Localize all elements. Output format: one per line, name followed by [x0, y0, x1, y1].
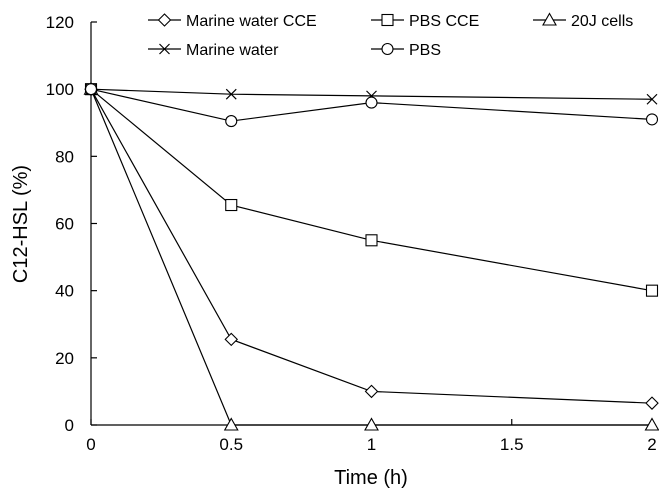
legend-item: 20J cells	[533, 12, 633, 30]
series-pbs-cce	[84, 83, 659, 297]
x-tick-label: 1.5	[500, 435, 524, 454]
data-point-square	[365, 234, 378, 247]
legend-item: Marine water CCE	[148, 13, 317, 30]
series-line-pbs-cce	[90, 88, 653, 292]
series-line-20j-cells	[90, 88, 652, 426]
data-point-triangle	[223, 417, 239, 431]
axes	[90, 22, 652, 426]
legend-item: Marine water	[148, 42, 279, 59]
y-tick-label: 60	[55, 215, 74, 234]
y-tick-label: 40	[55, 282, 74, 301]
y-tick-label: 100	[46, 80, 74, 99]
series-pbs	[84, 83, 659, 128]
y-tick-label: 120	[46, 13, 74, 32]
data-point-circle	[645, 113, 659, 126]
series-line-pbs	[90, 88, 653, 122]
x-tick-label: 2	[647, 435, 656, 454]
data-point-diamond	[364, 384, 379, 399]
data-point-circle	[84, 83, 98, 96]
series-line-marine-water	[90, 88, 653, 100]
legend-label: Marine water CCE	[186, 13, 317, 30]
data-point-circle	[225, 115, 238, 128]
y-tick-label: 20	[55, 349, 74, 368]
series-20j-cells	[83, 81, 659, 431]
legend-label: PBS CCE	[409, 13, 479, 30]
legend-marker-triangle	[542, 12, 557, 26]
legend-marker-diamond	[157, 13, 172, 27]
y-axis-ticks: 0 20 40 60 80 100 120	[46, 13, 97, 435]
x-tick-label: 0	[86, 435, 95, 454]
x-axis-title: Time (h)	[334, 467, 408, 489]
data-point-x	[646, 93, 658, 105]
series-line-marine-water-cce	[90, 88, 653, 404]
data-point-circle	[365, 96, 378, 109]
legend-marker-circle	[381, 42, 394, 56]
y-tick-label: 80	[55, 147, 74, 166]
legend-item: PBS	[371, 42, 441, 59]
data-point-square	[225, 198, 238, 212]
legend-label: Marine water	[186, 42, 279, 59]
data-point-diamond	[645, 396, 659, 410]
x-axis-ticks: 0 0.5 1 1.5 2	[86, 419, 657, 454]
data-point-triangle	[364, 417, 379, 431]
data-point-square	[645, 284, 659, 297]
y-axis-title: C12-HSL (%)	[10, 165, 32, 283]
x-tick-label: 0.5	[219, 435, 243, 454]
x-tick-label: 1	[367, 435, 376, 454]
data-point-diamond	[224, 332, 239, 347]
legend-marker-square	[381, 13, 394, 27]
y-tick-label: 0	[65, 416, 74, 435]
data-point-triangle	[644, 417, 659, 431]
legend-label: PBS	[409, 42, 441, 59]
legend-label: 20J cells	[571, 13, 633, 30]
legend: Marine water CCE PBS CCE 20J cells Marine w…	[148, 12, 633, 59]
data-point-x	[225, 88, 237, 100]
legend-marker-x	[159, 43, 170, 55]
legend-item: PBS CCE	[371, 13, 479, 30]
series-layer	[83, 81, 659, 431]
